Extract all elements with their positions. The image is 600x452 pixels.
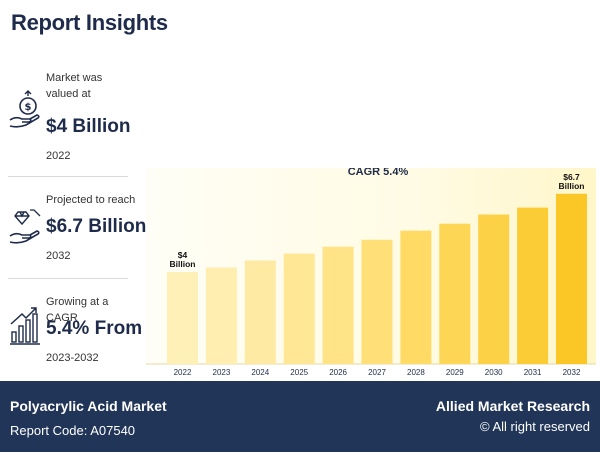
divider xyxy=(8,278,128,279)
tick-label-2023: 2023 xyxy=(213,368,231,377)
tick-label-2032: 2032 xyxy=(563,368,581,377)
svg-text:$: $ xyxy=(25,102,32,113)
footer-bar: Polyacrylic Acid Market Report Code: A07… xyxy=(0,381,600,452)
divider xyxy=(8,176,128,177)
page-title: Report Insights xyxy=(11,10,168,35)
market-size-chart: CAGR 5.4% 2022 2023 2024 2025 2026 2027 2028 202… xyxy=(128,168,596,380)
tick-label-2030: 2030 xyxy=(485,368,503,377)
tick-label-2027: 2027 xyxy=(368,368,386,377)
bar-2023 xyxy=(205,267,237,364)
stat-label: Market was valued at xyxy=(46,72,103,100)
money-hand-icon: $ xyxy=(9,90,40,128)
bar-2032 xyxy=(556,193,587,364)
bar-2024 xyxy=(244,260,276,364)
bar-2025 xyxy=(283,253,315,364)
stat-label: Projected to reach xyxy=(46,194,136,206)
tick-label-2031: 2031 xyxy=(524,368,542,377)
stat-year: 2023-2032 xyxy=(46,352,99,364)
data-label-2022: $4 Billion xyxy=(170,250,196,269)
stat-value: $4 Billion xyxy=(46,116,131,137)
stat-value: $6.7 Billion xyxy=(46,216,147,237)
bar-2026 xyxy=(322,246,354,364)
stat-label: Growing at a CAGR xyxy=(46,296,109,324)
stat-year: 2032 xyxy=(46,250,71,262)
bar-2027 xyxy=(361,239,393,364)
tick-label-2025: 2025 xyxy=(290,368,308,377)
bar-chart: CAGR 5.4% 2022 2023 2024 2025 2026 2027 2028 202… xyxy=(146,168,596,377)
chart-title: CAGR 5.4% xyxy=(348,168,409,178)
tick-label-2024: 2024 xyxy=(251,368,269,377)
copyright-text: © All right reserved xyxy=(479,419,590,434)
data-label-2032: $6.7 Billion xyxy=(559,172,585,191)
bar-2028 xyxy=(400,230,432,364)
brand-name: Allied Market Research xyxy=(435,398,590,414)
market-name: Polyacrylic Acid Market xyxy=(10,398,167,414)
tick-label-2026: 2026 xyxy=(329,368,347,377)
tick-label-2029: 2029 xyxy=(446,368,464,377)
growth-chart-icon xyxy=(10,307,40,345)
report-code: Report Code: A07540 xyxy=(10,423,136,438)
bar-2022 xyxy=(167,272,198,364)
stat-year: 2022 xyxy=(46,150,71,162)
bar-2029 xyxy=(439,223,471,364)
diamond-hand-icon xyxy=(9,209,41,244)
tick-label-2028: 2028 xyxy=(407,368,425,377)
stat-value: 5.4% From xyxy=(46,318,143,339)
bar-2031 xyxy=(517,207,549,364)
tick-label-2022: 2022 xyxy=(174,368,192,377)
bar-2030 xyxy=(478,214,510,364)
